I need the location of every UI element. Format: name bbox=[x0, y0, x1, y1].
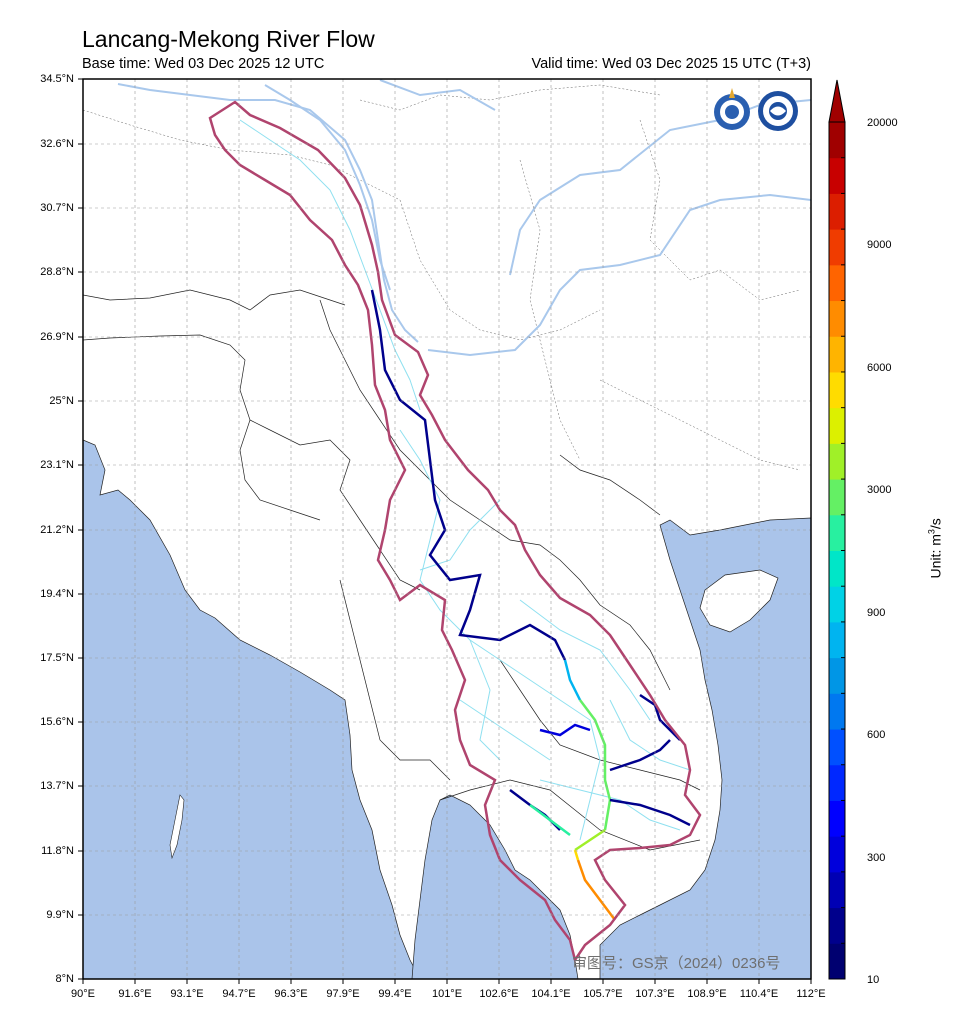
axis-ticks bbox=[78, 78, 812, 984]
lon-label: 90°E bbox=[71, 988, 95, 1000]
lon-label: 112°E bbox=[796, 988, 826, 1000]
wmo-logo-icon bbox=[714, 88, 750, 130]
cma-logo-icon bbox=[758, 91, 798, 131]
colorbar-segment bbox=[829, 479, 845, 516]
valid-time: Valid time: Wed 03 Dec 2025 15 UTC (T+3) bbox=[531, 56, 811, 72]
colorbar-segment bbox=[829, 586, 845, 623]
colorbar-label: 900 bbox=[867, 607, 886, 619]
colorbar-label: 9000 bbox=[867, 239, 892, 251]
colorbar-extend-arrow bbox=[828, 79, 846, 123]
gridlines bbox=[83, 79, 811, 979]
lat-label: 15.6°N bbox=[40, 716, 74, 728]
andaman-islands bbox=[169, 794, 185, 860]
lon-label: 102.6°E bbox=[479, 988, 519, 1000]
lon-label: 91.6°E bbox=[118, 988, 152, 1000]
colorbar bbox=[828, 79, 846, 980]
map-title: Lancang-Mekong River Flow bbox=[82, 26, 375, 52]
map-approval-watermark: 审图号：GS京（2024）0236号 bbox=[572, 955, 781, 972]
province-borders bbox=[83, 84, 801, 471]
lat-label: 17.5°N bbox=[40, 652, 74, 664]
lat-label: 13.7°N bbox=[40, 780, 74, 792]
colorbar-segment bbox=[829, 264, 845, 302]
lon-label: 97.9°E bbox=[326, 988, 360, 1000]
colorbar-label: 3000 bbox=[867, 484, 892, 496]
lon-label: 104.1°E bbox=[531, 988, 571, 1000]
lat-label: 32.6°N bbox=[40, 138, 74, 150]
hainan-island bbox=[699, 569, 779, 633]
colorbar-segment bbox=[829, 229, 845, 266]
lat-label: 23.1°N bbox=[40, 459, 74, 471]
lat-label: 11.8°N bbox=[41, 845, 74, 857]
lat-label: 30.7°N bbox=[40, 202, 74, 214]
colorbar-segment bbox=[829, 871, 845, 909]
colorbar-segment bbox=[829, 657, 845, 694]
colorbar-label: 10 bbox=[867, 974, 880, 986]
colorbar-segment bbox=[829, 621, 845, 659]
lat-label: 28.8°N bbox=[40, 266, 74, 278]
colorbar-label: 300 bbox=[867, 852, 886, 864]
base-time: Base time: Wed 03 Dec 2025 12 UTC bbox=[82, 56, 325, 72]
lon-label: 110.4°E bbox=[739, 988, 779, 1000]
basin-outline bbox=[208, 100, 702, 964]
colorbar-segment bbox=[829, 907, 845, 944]
country-borders bbox=[83, 289, 701, 851]
lat-label: 21.2°N bbox=[40, 524, 74, 536]
colorbar-label: 600 bbox=[867, 729, 886, 741]
lon-label: 93.1°E bbox=[170, 988, 204, 1000]
colorbar-segment bbox=[829, 157, 845, 194]
lat-label: 26.9°N bbox=[40, 331, 74, 343]
map-area bbox=[83, 79, 811, 979]
colorbar-segment bbox=[829, 443, 845, 480]
colorbar-segment bbox=[829, 764, 845, 801]
lat-label: 19.4°N bbox=[40, 588, 74, 600]
mekong-main-stem bbox=[370, 289, 691, 921]
lat-label: 25°N bbox=[49, 395, 74, 407]
colorbar-label: 20000 bbox=[867, 117, 898, 129]
lat-label: 34.5°N bbox=[40, 73, 74, 85]
south-china-sea bbox=[599, 517, 811, 979]
colorbar-segment bbox=[829, 300, 845, 337]
lon-label: 96.3°E bbox=[274, 988, 308, 1000]
lon-label: 101°E bbox=[431, 988, 463, 1000]
colorbar-label: 6000 bbox=[867, 362, 892, 374]
colorbar-segment bbox=[829, 407, 845, 444]
bay-of-bengal bbox=[83, 439, 421, 979]
colorbar-segment bbox=[829, 550, 845, 587]
colorbar-segment bbox=[829, 836, 845, 873]
colorbar-segment bbox=[829, 943, 845, 980]
lon-label: 107.3°E bbox=[635, 988, 675, 1000]
lon-label: 108.9°E bbox=[687, 988, 727, 1000]
colorbar-unit: Unit: m3/s bbox=[926, 518, 944, 579]
colorbar-segment bbox=[829, 514, 845, 551]
lat-label: 9.9°N bbox=[46, 909, 74, 921]
colorbar-frame bbox=[828, 121, 846, 980]
colorbar-segment bbox=[829, 800, 845, 837]
colorbar-segment bbox=[829, 371, 845, 409]
lat-label: 8°N bbox=[55, 973, 74, 985]
lon-label: 99.4°E bbox=[378, 988, 412, 1000]
colorbar-segment bbox=[829, 693, 845, 730]
colorbar-segment bbox=[829, 122, 845, 159]
colorbar-segment bbox=[829, 729, 845, 766]
lon-label: 94.7°E bbox=[222, 988, 256, 1000]
colorbar-segment bbox=[829, 336, 845, 373]
lon-label: 105.7°E bbox=[583, 988, 623, 1000]
colorbar-segment bbox=[829, 193, 845, 230]
